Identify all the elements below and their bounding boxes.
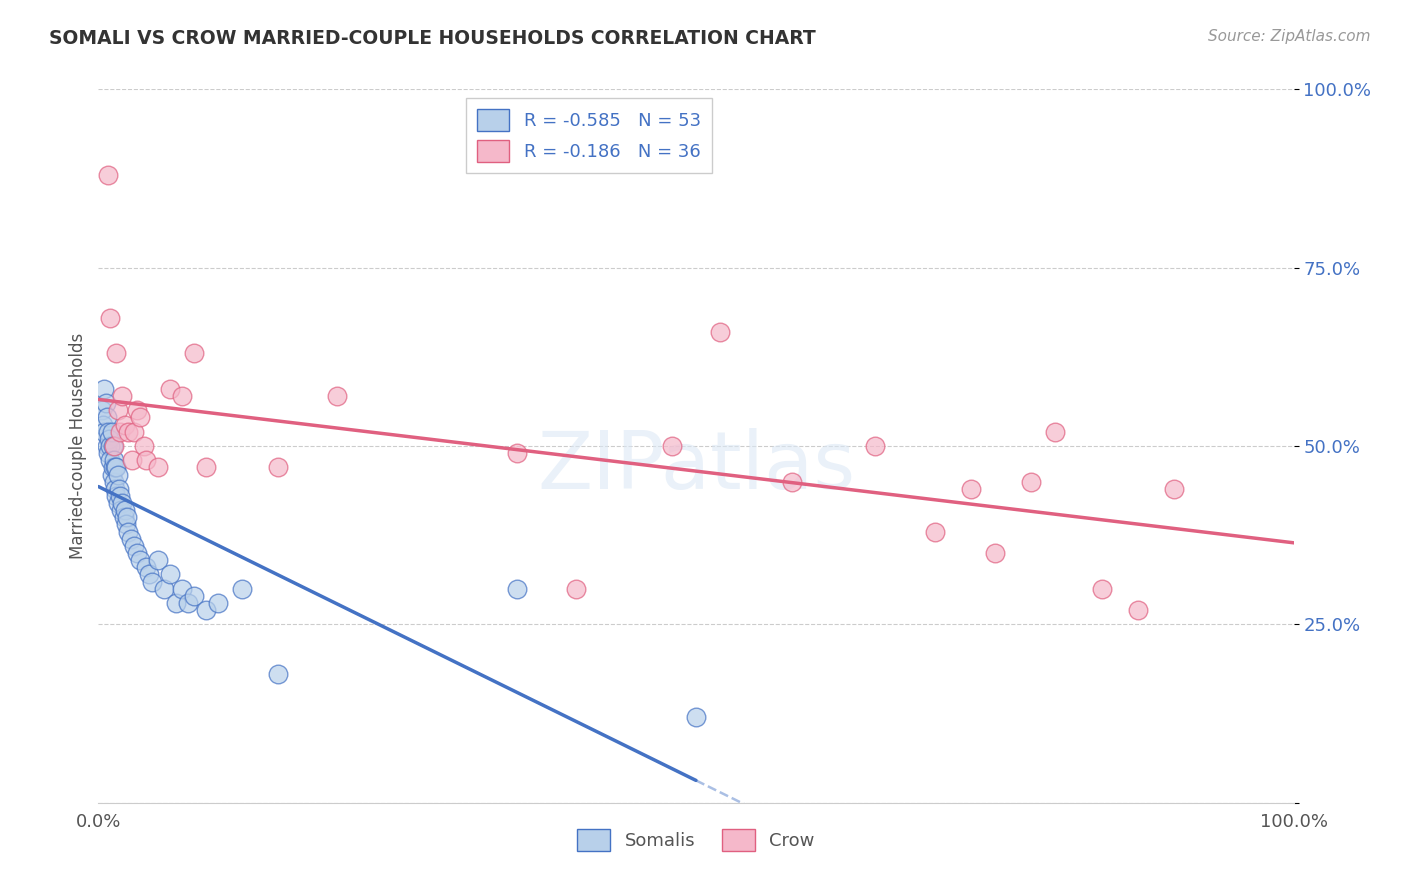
Point bbox=[326, 389, 349, 403]
Point bbox=[125, 403, 148, 417]
Point bbox=[117, 425, 139, 439]
Point bbox=[153, 582, 176, 596]
Point bbox=[135, 560, 157, 574]
Point bbox=[685, 710, 707, 724]
Point bbox=[120, 532, 142, 546]
Point bbox=[661, 439, 683, 453]
Point bbox=[98, 432, 121, 446]
Point bbox=[1043, 425, 1066, 439]
Point bbox=[103, 439, 125, 453]
Point bbox=[117, 524, 139, 539]
Point bbox=[159, 382, 181, 396]
Point bbox=[506, 582, 529, 596]
Point bbox=[183, 589, 205, 603]
Point bbox=[96, 439, 118, 453]
Point bbox=[115, 517, 138, 532]
Point bbox=[138, 567, 160, 582]
Point bbox=[104, 460, 127, 475]
Point bbox=[107, 496, 129, 510]
Point bbox=[101, 460, 124, 475]
Point bbox=[96, 410, 118, 425]
Point bbox=[111, 496, 134, 510]
Point bbox=[267, 460, 290, 475]
Point bbox=[93, 425, 115, 439]
Point bbox=[159, 567, 181, 582]
Point bbox=[101, 439, 124, 453]
Point bbox=[148, 460, 170, 475]
Point bbox=[104, 482, 127, 496]
Legend: Somalis, Crow: Somalis, Crow bbox=[571, 822, 821, 858]
Point bbox=[97, 425, 120, 439]
Point bbox=[103, 475, 125, 489]
Point bbox=[105, 346, 128, 360]
Text: ZIPatlas: ZIPatlas bbox=[537, 428, 855, 507]
Point bbox=[231, 582, 253, 596]
Point bbox=[124, 425, 146, 439]
Point bbox=[93, 382, 115, 396]
Point bbox=[709, 325, 731, 339]
Point bbox=[98, 453, 122, 467]
Point bbox=[91, 403, 114, 417]
Point bbox=[98, 439, 122, 453]
Point bbox=[107, 482, 129, 496]
Point bbox=[183, 346, 205, 360]
Point bbox=[207, 596, 229, 610]
Point bbox=[100, 467, 122, 482]
Point bbox=[1128, 603, 1150, 617]
Point bbox=[1091, 582, 1114, 596]
Point bbox=[114, 417, 136, 432]
Point bbox=[98, 310, 122, 325]
Point bbox=[177, 596, 200, 610]
Point bbox=[121, 453, 143, 467]
Point bbox=[114, 503, 136, 517]
Point bbox=[172, 582, 194, 596]
Point bbox=[267, 667, 290, 681]
Point bbox=[132, 439, 155, 453]
Point bbox=[125, 546, 148, 560]
Point bbox=[148, 553, 170, 567]
Point bbox=[195, 603, 218, 617]
Point bbox=[195, 460, 218, 475]
Point bbox=[1019, 475, 1042, 489]
Point bbox=[129, 410, 152, 425]
Point bbox=[97, 168, 120, 182]
Point bbox=[94, 396, 117, 410]
Point bbox=[124, 539, 146, 553]
Point bbox=[110, 503, 132, 517]
Point bbox=[172, 389, 194, 403]
Point bbox=[112, 510, 135, 524]
Point bbox=[105, 460, 128, 475]
Point bbox=[1163, 482, 1185, 496]
Point bbox=[141, 574, 163, 589]
Point bbox=[565, 582, 588, 596]
Point bbox=[984, 546, 1007, 560]
Text: Source: ZipAtlas.com: Source: ZipAtlas.com bbox=[1208, 29, 1371, 44]
Point bbox=[103, 453, 125, 467]
Point bbox=[115, 510, 138, 524]
Point bbox=[105, 489, 128, 503]
Point bbox=[506, 446, 529, 460]
Point bbox=[91, 417, 114, 432]
Point bbox=[108, 489, 131, 503]
Point bbox=[97, 446, 120, 460]
Point bbox=[100, 425, 122, 439]
Point bbox=[780, 475, 803, 489]
Point bbox=[960, 482, 983, 496]
Point bbox=[165, 596, 187, 610]
Point bbox=[129, 553, 152, 567]
Point bbox=[107, 403, 129, 417]
Text: SOMALI VS CROW MARRIED-COUPLE HOUSEHOLDS CORRELATION CHART: SOMALI VS CROW MARRIED-COUPLE HOUSEHOLDS… bbox=[49, 29, 815, 47]
Point bbox=[111, 389, 134, 403]
Point bbox=[107, 467, 129, 482]
Point bbox=[924, 524, 946, 539]
Point bbox=[135, 453, 157, 467]
Point bbox=[108, 425, 131, 439]
Y-axis label: Married-couple Households: Married-couple Households bbox=[69, 333, 87, 559]
Point bbox=[865, 439, 887, 453]
